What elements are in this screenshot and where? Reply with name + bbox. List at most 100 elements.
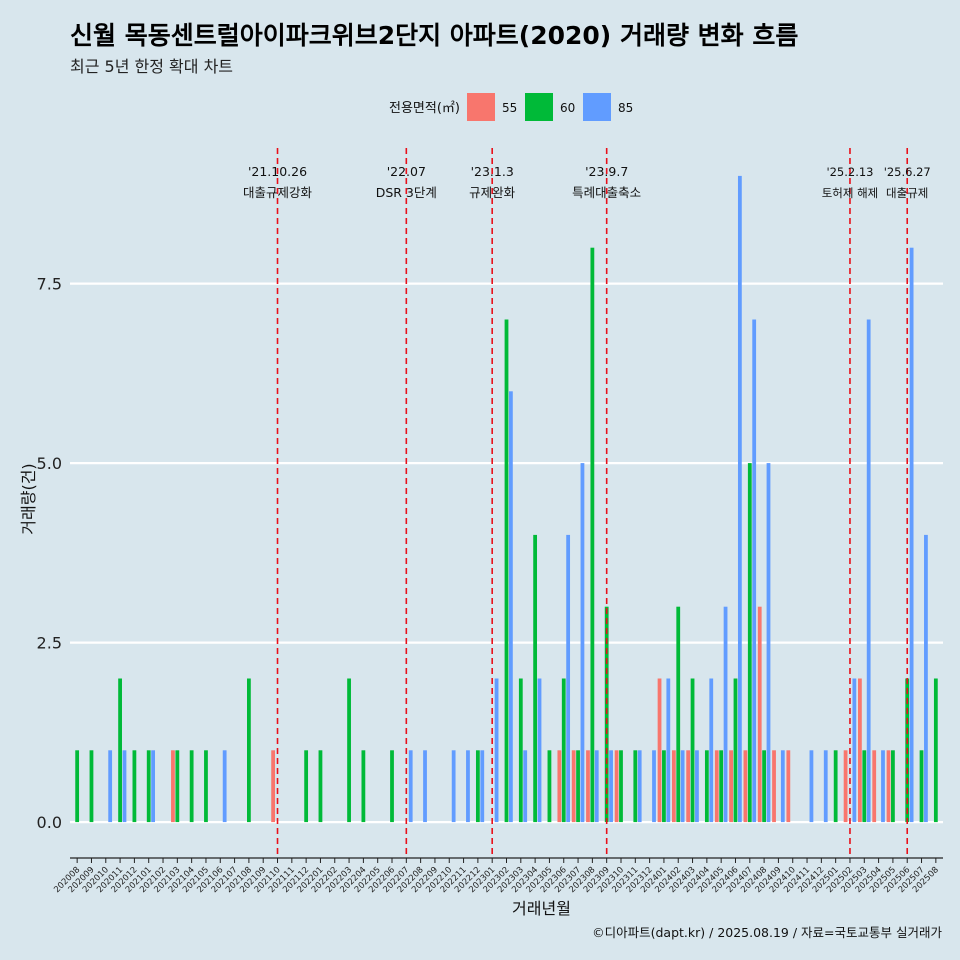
bar-85-202308 <box>594 750 599 823</box>
bar-85-202409 <box>780 750 785 823</box>
bar-60-202212 <box>475 750 480 823</box>
bar-60-202507 <box>919 750 924 823</box>
bar-55-202310 <box>614 750 619 823</box>
bar-55-202407 <box>743 750 748 823</box>
bar-60-202206 <box>390 750 394 823</box>
bar-60-202501 <box>833 750 838 823</box>
bar-60-202505 <box>891 750 895 823</box>
bar-85-202403 <box>695 750 699 823</box>
event-name-label: DSR 3단계 <box>376 185 437 200</box>
event-name-label: 대출규제 <box>886 186 928 200</box>
bar-55-202306 <box>557 750 562 823</box>
bar-85-202207 <box>408 750 413 823</box>
bar-55-202408 <box>757 606 762 823</box>
bar-60-202408 <box>762 750 767 823</box>
bar-60-202105 <box>204 750 208 823</box>
bar-60-202108 <box>246 678 251 823</box>
bar-85-202503 <box>866 319 871 823</box>
bar-85-202507 <box>924 534 928 823</box>
event-name-label: 특례대출축소 <box>572 185 641 200</box>
bar-85-202303 <box>523 750 528 823</box>
bar-85-202306 <box>566 534 571 823</box>
bar-85-202307 <box>580 463 585 823</box>
y-tick-label: 0.0 <box>37 813 62 832</box>
bar-85-202412 <box>823 750 828 823</box>
legend-key-55 <box>467 93 495 121</box>
bar-85-202408 <box>766 463 771 823</box>
bar-60-202112 <box>304 750 309 823</box>
bar-85-202312 <box>652 750 656 823</box>
bars <box>75 175 938 823</box>
bar-85-202208 <box>423 750 427 823</box>
bar-55-202503 <box>858 678 862 823</box>
bar-85-202504 <box>881 750 885 823</box>
bar-60-202304 <box>533 534 538 823</box>
bar-55-202103 <box>171 750 175 823</box>
bar-85-202311 <box>637 750 642 823</box>
bar-60-202406 <box>733 678 738 823</box>
bar-55-202401 <box>657 678 662 823</box>
bar-60-202012 <box>132 750 137 823</box>
bar-60-202402 <box>676 606 681 823</box>
bar-85-202301 <box>494 678 499 823</box>
bar-85-202302 <box>508 391 513 823</box>
bar-60-202009 <box>89 750 94 823</box>
bar-60-202306 <box>561 678 566 823</box>
legend-label-55: 55 <box>502 101 517 115</box>
legend: 전용면적(㎡) 55 60 85 <box>389 93 633 121</box>
chart-title: 신월 목동센트럴아이파크위브2단지 아파트(2020) 거래량 변화 흐름 <box>70 21 799 50</box>
bar-60-202103 <box>175 750 180 823</box>
bar-60-202404 <box>704 750 709 823</box>
bar-55-202308 <box>586 750 590 823</box>
event-date-label: '23.9.7 <box>585 164 628 179</box>
bar-55-202110 <box>271 750 276 823</box>
bar-85-202405 <box>723 606 728 823</box>
bar-60-202503 <box>862 750 867 823</box>
y-axis-title: 거래량(건) <box>19 463 38 534</box>
bar-60-202011 <box>118 678 122 823</box>
y-tick-label: 5.0 <box>37 454 62 473</box>
bar-55-202406 <box>729 750 733 823</box>
bar-55-202504 <box>872 750 877 823</box>
y-tick-label: 7.5 <box>37 275 62 294</box>
bar-60-202201 <box>318 750 323 823</box>
bar-85-202011 <box>122 750 127 823</box>
bar-60-202309 <box>604 606 609 823</box>
bar-60-202405 <box>719 750 724 823</box>
bar-60-202008 <box>75 750 80 823</box>
bar-55-202307 <box>571 750 576 823</box>
event-name-label: 대출규제강화 <box>243 185 313 200</box>
bar-85-202402 <box>680 750 685 823</box>
event-date-label: '25.2.13 <box>826 165 873 179</box>
bar-85-202407 <box>752 319 757 823</box>
bar-60-202508 <box>933 678 938 823</box>
bar-60-202310 <box>619 750 623 823</box>
source-caption: ©디아파트(dapt.kr) / 2025.08.19 / 자료=국토교통부 실… <box>592 925 942 940</box>
bar-60-202302 <box>504 319 509 823</box>
legend-label-85: 85 <box>618 101 633 115</box>
bar-55-202502 <box>843 750 848 823</box>
chart-subtitle: 최근 5년 한정 확대 차트 <box>70 57 234 76</box>
bar-85-202411 <box>809 750 814 823</box>
bar-85-202506 <box>909 247 914 823</box>
bar-60-202104 <box>189 750 194 823</box>
bar-55-202402 <box>671 750 676 823</box>
legend-title: 전용면적(㎡) <box>389 101 460 116</box>
bar-85-202502 <box>852 678 857 823</box>
bar-85-202304 <box>537 678 542 823</box>
event-name-label: 토허제 해제 <box>822 186 879 200</box>
event-date-label: '21.10.26 <box>248 164 307 179</box>
bar-60-202204 <box>361 750 366 823</box>
bar-60-202403 <box>690 678 695 823</box>
legend-label-60: 60 <box>560 101 575 115</box>
x-axis-title: 거래년월 <box>512 899 571 918</box>
bar-60-202401 <box>662 750 666 823</box>
bar-55-202405 <box>714 750 719 823</box>
event-lines: '21.10.26 대출규제강화 '22.07 DSR 3단계 '23.1.3 규제완화 '… <box>243 148 931 858</box>
event-date-label: '22.07 <box>387 164 426 179</box>
bar-55-202505 <box>886 750 891 823</box>
bar-60-202303 <box>518 678 523 823</box>
event-name-label: 규제완화 <box>469 185 516 200</box>
bar-60-202311 <box>633 750 638 823</box>
